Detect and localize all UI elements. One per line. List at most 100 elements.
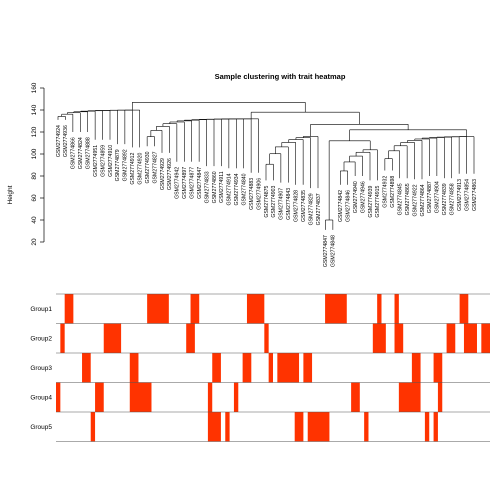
heatmap-cell [411,353,421,383]
heatmap-cell [103,323,122,353]
sample-label: GSM2774898 [390,176,396,208]
heatmap-cell [294,412,304,442]
sample-label: GSM2774824 [78,137,84,169]
sample-label: GSM2774924 [56,125,62,157]
heatmap-cell [277,353,300,383]
sample-label: GSM2774926 [167,158,173,190]
sample-label: GSM2774939 [368,185,374,217]
sample-label: GSM2774942 [175,167,181,199]
heatmap-cell [95,382,104,412]
sample-label: GSM2774840 [242,173,248,205]
y-axis: 20 40 60 80 100 120 140 160 [31,82,45,246]
sample-label: GSM2774843 [286,188,292,220]
group-label: Group4 [30,394,52,401]
sample-label: GSM2774854 [464,179,470,211]
heatmap-cell [364,412,369,442]
heatmap-cell [351,382,360,412]
sample-label: GSM2774922 [412,184,418,216]
sample-label: GSM2774915 [375,185,381,217]
heatmap-cell [264,323,269,353]
heatmap-cell [446,323,456,353]
sample-label: GSM2774914 [227,173,233,205]
heatmap-cell [56,382,61,412]
sample-label: GSM2774906 [256,178,262,210]
heatmap-cell [64,294,74,324]
group-label: Group2 [30,335,52,342]
heatmap-cell [186,323,195,353]
heatmap-cell [147,294,169,324]
chart-title: Sample clustering with trait heatmap [215,72,346,81]
heatmap-cell [303,353,313,383]
heatmap-cell [246,294,265,324]
sample-label: GSM2774897 [182,167,188,199]
heatmap-cell [190,294,200,324]
sample-label: GSM2774892 [123,149,129,181]
heatmap-cell [242,353,252,383]
heatmap-row: Group2 [30,323,490,353]
group-label: Group1 [30,306,52,313]
heatmap-cell [372,323,386,353]
sample-label: GSM2774847 [197,167,203,199]
sample-label: GSM2774877 [190,167,196,199]
heatmap-cell [60,323,65,353]
sample-label: GSM2774936 [63,125,69,157]
heatmap-cell [394,294,399,324]
heatmap-cell [268,353,273,383]
sample-label: GSM2774912 [130,152,136,184]
sample-label: GSM2774879 [115,149,121,181]
heatmap-cell [325,294,347,324]
y-tick-label: 40 [31,216,38,224]
sample-label: GSM2774833 [204,171,210,203]
y-tick-label: 140 [31,104,38,115]
heatmap-cell [459,294,469,324]
sample-label: GSM2774946 [360,181,366,213]
sample-label: GSM2774829 [308,193,314,225]
sample-label: GSM2774883 [249,178,255,210]
sample-label: GSM2774859 [100,145,106,177]
dendrogram [57,102,475,230]
heatmap-cell [212,353,221,383]
group-label: Group3 [30,365,52,372]
sample-label: GSM2774860 [212,171,218,203]
sample-label: GSM2774842 [338,190,344,222]
sample-label: GSM2774929 [160,158,166,190]
sample-label: GSM2774863 [472,179,478,211]
trait-heatmap: Group1 Group2 Group3 Group4 Group5 [30,293,490,442]
heatmap-cell [307,412,330,442]
sample-label: GSM2774951 [93,145,99,177]
sample-label: GSM2774913 [457,179,463,211]
sample-label: GSM2774911 [219,171,225,203]
sample-label: GSM2774934 [234,173,240,205]
sample-labels: GSM2774924 GSM2774936 GSM2774866 GSM2774824… [56,125,478,267]
sample-label: GSM2774827 [152,151,158,183]
sample-label: GSM2774839 [442,183,448,215]
sample-label: GSM2774835 [301,190,307,222]
heatmap-cell [398,382,421,412]
sample-label: GSM2774920 [138,152,144,184]
heatmap-row: Group3 [30,352,490,383]
sample-label: GSM2774907 [279,188,285,220]
heatmap-cell [433,412,438,442]
sample-label: GSM2774866 [71,137,77,169]
group-label: Group5 [30,424,52,431]
y-tick-label: 120 [31,126,38,137]
sample-label: GSM2774932 [383,176,389,208]
heatmap-cell [207,412,221,442]
sample-label: GSM2774875 [264,185,270,217]
sample-label: GSM2774940 [353,181,359,213]
sample-label: GSM2774847 [323,235,329,267]
y-tick-label: 80 [31,172,38,180]
heatmap-cell [394,323,404,353]
sample-label: GSM2774858 [450,183,456,215]
sample-label: GSM2774837 [316,193,322,225]
heatmap-cell [463,323,477,353]
y-tick-label: 100 [31,148,38,159]
sample-label: GSM2774888 [86,137,92,169]
heatmap-cell [233,382,239,412]
sample-label: GSM2774903 [271,185,277,217]
heatmap-cell [377,294,382,324]
y-tick-label: 160 [31,82,38,93]
sample-label: GSM2774904 [435,181,441,213]
heatmap-cell [433,353,443,383]
